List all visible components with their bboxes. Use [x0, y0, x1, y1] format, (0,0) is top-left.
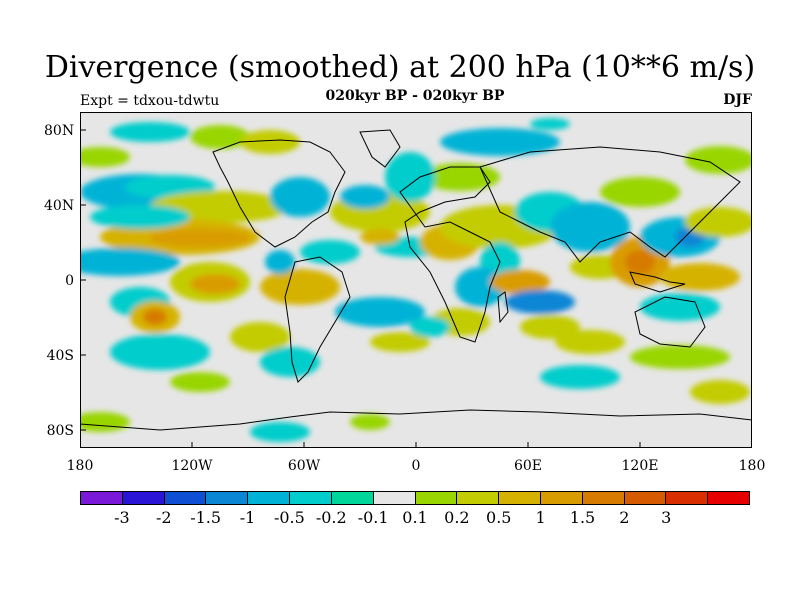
colorbar-swatch	[80, 491, 123, 505]
colorbar-swatch	[624, 491, 667, 505]
colorbar-label: 1	[535, 508, 546, 527]
colorbar	[80, 491, 750, 505]
colorbar-label: -0.1	[357, 508, 389, 527]
colorbar-swatch	[206, 491, 249, 505]
colorbar-label: 0.2	[444, 508, 470, 527]
coastlines	[80, 129, 752, 431]
colorbar-swatch	[708, 491, 750, 505]
colorbar-swatch	[122, 491, 165, 505]
lon-label-120e: 120E	[621, 458, 659, 474]
colorbar-swatch	[164, 491, 207, 505]
colorbar-label: 0.5	[486, 508, 512, 527]
colorbar-swatch	[373, 491, 416, 505]
lat-label-80s: 80S	[46, 423, 74, 439]
colorbar-swatch	[666, 491, 709, 505]
colorbar-swatch	[540, 491, 583, 505]
colorbar-label: 2	[619, 508, 630, 527]
colorbar-label: -0.2	[315, 508, 347, 527]
lat-label-40s: 40S	[46, 348, 74, 364]
colorbar-label: 0.1	[402, 508, 428, 527]
lat-label-80n: 80N	[44, 123, 75, 139]
lon-label-180w: 180	[66, 458, 94, 474]
divergence-field	[80, 118, 752, 442]
colorbar-label: 1.5	[569, 508, 596, 527]
colorbar-label: -2	[155, 508, 172, 527]
colorbar-swatch	[290, 491, 332, 505]
lon-label-120w: 120W	[171, 458, 213, 474]
plot-title: Divergence (smoothed) at 200 hPa (10**6 …	[44, 50, 756, 85]
lon-label-180e: 180	[738, 458, 766, 474]
season-label: DJF	[723, 92, 752, 108]
lon-label-0: 0	[411, 458, 421, 474]
experiment-label: Expt = tdxou-tdwtu	[80, 93, 220, 109]
lat-label-0: 0	[65, 273, 74, 289]
colorbar-swatch	[582, 491, 625, 505]
lon-label-60w: 60W	[287, 458, 321, 474]
colorbar-label: -1	[239, 508, 256, 527]
colorbar-label: -3	[114, 508, 130, 527]
colorbar-swatch	[457, 491, 500, 505]
plot-subtitle: 020kyr BP - 020kyr BP	[325, 88, 505, 104]
colorbar-label: 3	[661, 508, 672, 527]
colorbar-swatch	[415, 491, 458, 505]
colorbar-label: -1.5	[190, 508, 222, 527]
colorbar-label: -0.5	[273, 508, 305, 527]
lat-label-40n: 40N	[44, 198, 75, 214]
axis-ticks	[80, 129, 641, 448]
lon-label-60e: 60E	[513, 458, 543, 474]
colorbar-swatch	[499, 491, 541, 505]
colorbar-swatch	[331, 491, 374, 505]
divergence-map	[80, 112, 752, 448]
colorbar-swatch	[248, 491, 291, 505]
